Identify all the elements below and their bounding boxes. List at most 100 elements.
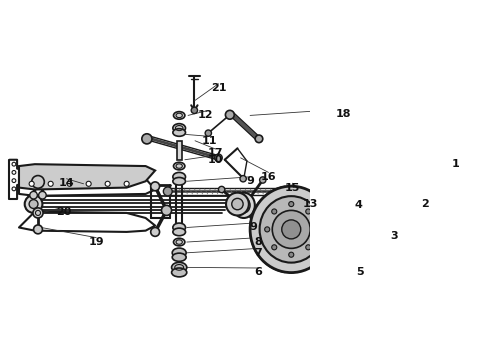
Ellipse shape [173, 112, 185, 119]
Circle shape [306, 245, 311, 250]
Circle shape [124, 181, 129, 186]
Circle shape [389, 220, 394, 225]
Circle shape [401, 220, 407, 225]
Ellipse shape [173, 123, 186, 132]
Ellipse shape [172, 268, 187, 277]
Text: 10: 10 [208, 155, 223, 165]
Circle shape [105, 181, 110, 186]
Text: 14: 14 [59, 178, 74, 188]
Ellipse shape [420, 229, 431, 244]
Text: 7: 7 [254, 248, 262, 258]
Circle shape [408, 234, 413, 239]
Circle shape [24, 195, 43, 213]
Bar [177, 141, 182, 160]
Ellipse shape [173, 129, 186, 136]
Text: 20: 20 [56, 207, 71, 217]
Text: 9: 9 [249, 222, 257, 233]
Circle shape [29, 200, 38, 208]
Circle shape [289, 202, 294, 207]
Ellipse shape [173, 228, 186, 236]
Circle shape [306, 209, 311, 214]
Circle shape [30, 192, 37, 199]
Circle shape [67, 181, 72, 186]
Circle shape [343, 210, 347, 215]
Circle shape [437, 239, 441, 243]
Circle shape [260, 177, 266, 183]
Text: 15: 15 [285, 183, 300, 193]
Text: 13: 13 [302, 199, 318, 209]
Circle shape [226, 193, 249, 215]
Ellipse shape [172, 262, 187, 273]
Ellipse shape [233, 193, 255, 218]
Ellipse shape [387, 221, 409, 253]
Circle shape [142, 134, 152, 144]
Circle shape [272, 210, 310, 248]
Circle shape [33, 208, 43, 218]
Text: 5: 5 [356, 267, 364, 277]
Circle shape [452, 264, 462, 274]
Ellipse shape [416, 224, 434, 249]
Circle shape [289, 252, 294, 257]
Circle shape [313, 227, 318, 232]
Text: 4: 4 [354, 200, 362, 210]
Circle shape [86, 181, 91, 186]
Circle shape [343, 239, 347, 244]
Text: 6: 6 [254, 267, 262, 278]
Circle shape [286, 186, 297, 197]
Ellipse shape [260, 196, 323, 263]
Ellipse shape [381, 215, 414, 259]
Text: 19: 19 [88, 237, 104, 247]
Circle shape [332, 232, 337, 237]
Text: 2: 2 [421, 199, 429, 209]
Circle shape [446, 235, 450, 239]
Circle shape [191, 107, 197, 113]
Circle shape [151, 182, 160, 191]
Circle shape [265, 227, 270, 232]
Ellipse shape [173, 177, 186, 185]
Circle shape [219, 186, 225, 193]
Ellipse shape [173, 223, 186, 232]
Circle shape [33, 225, 43, 234]
Ellipse shape [172, 248, 186, 257]
Text: 8: 8 [254, 237, 262, 247]
Ellipse shape [336, 216, 354, 239]
Circle shape [443, 229, 447, 232]
Circle shape [215, 154, 222, 162]
Ellipse shape [438, 228, 449, 246]
Circle shape [205, 130, 212, 136]
Circle shape [255, 135, 263, 143]
Circle shape [282, 220, 301, 239]
Text: 21: 21 [211, 83, 226, 93]
Ellipse shape [434, 223, 453, 251]
Circle shape [272, 245, 277, 250]
Text: 9: 9 [246, 176, 254, 186]
Ellipse shape [173, 162, 185, 170]
Text: 3: 3 [390, 231, 398, 241]
Circle shape [332, 218, 337, 223]
Text: 17: 17 [208, 148, 223, 158]
Circle shape [353, 232, 358, 237]
Circle shape [232, 198, 243, 210]
Circle shape [225, 111, 234, 119]
Polygon shape [19, 164, 155, 189]
Circle shape [240, 176, 246, 182]
Ellipse shape [250, 186, 332, 273]
Circle shape [39, 192, 46, 199]
Circle shape [353, 218, 358, 223]
Text: 16: 16 [261, 172, 276, 182]
Circle shape [443, 242, 447, 246]
Ellipse shape [238, 198, 250, 213]
Circle shape [162, 205, 172, 215]
Ellipse shape [331, 210, 359, 245]
Text: 18: 18 [336, 108, 351, 118]
Ellipse shape [173, 172, 186, 181]
Circle shape [29, 181, 34, 186]
Circle shape [437, 231, 441, 235]
Circle shape [163, 187, 172, 196]
Circle shape [151, 228, 160, 237]
Text: 11: 11 [201, 136, 217, 146]
Text: 12: 12 [198, 111, 214, 120]
Ellipse shape [173, 238, 185, 246]
Circle shape [382, 234, 388, 239]
Ellipse shape [172, 253, 186, 261]
